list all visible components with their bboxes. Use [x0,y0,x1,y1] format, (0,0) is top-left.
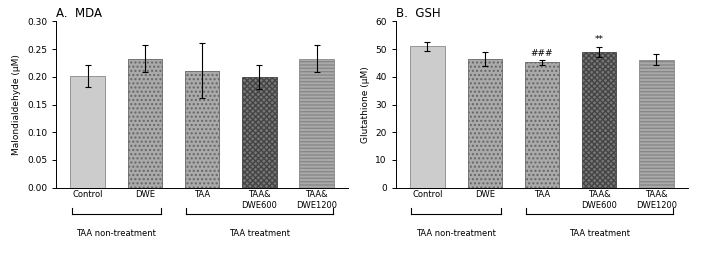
Text: **: ** [595,35,604,44]
Bar [242,77,277,188]
Text: TAA treatment: TAA treatment [229,229,290,238]
Bar [300,58,334,188]
Y-axis label: Glutathione (μM): Glutathione (μM) [361,66,370,143]
Bar [410,46,444,188]
Y-axis label: Malondialdehyde (μM): Malondialdehyde (μM) [13,54,22,155]
Bar [640,60,674,188]
Text: TAA non-treatment: TAA non-treatment [77,229,157,238]
Text: B.  GSH: B. GSH [396,7,441,20]
Bar [468,59,502,188]
Text: TAA non-treatment: TAA non-treatment [416,229,496,238]
Bar [70,76,105,188]
Bar [185,71,219,188]
Text: TAA treatment: TAA treatment [569,229,630,238]
Bar [582,52,616,188]
Text: A.  MDA: A. MDA [56,7,102,20]
Bar [525,62,559,188]
Bar [128,58,162,188]
Text: ###: ### [531,49,553,58]
